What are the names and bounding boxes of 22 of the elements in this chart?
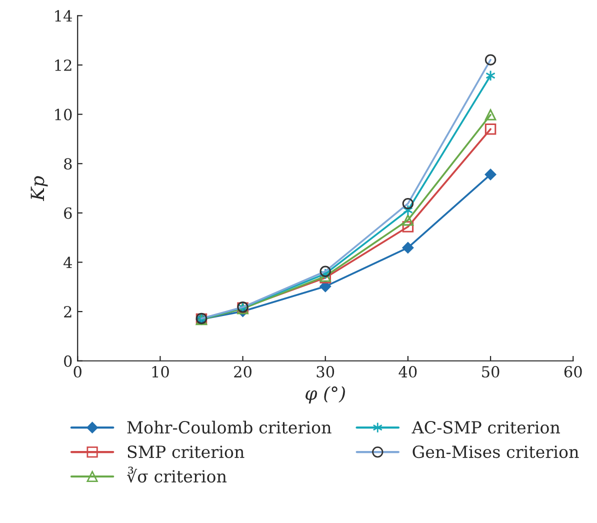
x-tick-label: 10	[152, 366, 169, 378]
x-tick-label: 50	[482, 366, 500, 378]
x-tick-label: 60	[564, 366, 582, 378]
x-tick-label: 20	[234, 366, 252, 378]
legend-label: ∛σ criterion	[126, 466, 227, 483]
y-axis-title: Kp	[30, 176, 48, 202]
legend-label: AC-SMP criterion	[412, 421, 560, 434]
x-axis-title: φ (°)	[306, 386, 345, 404]
y-tick-label: 8	[64, 158, 72, 170]
y-tick-label: 10	[55, 108, 72, 120]
y-tick-label: 6	[64, 207, 72, 219]
x-tick-label: 30	[316, 366, 334, 378]
y-tick-label: 4	[64, 256, 72, 268]
y-tick-label: 0	[64, 355, 72, 367]
legend-label: Gen-Mises criterion	[412, 446, 579, 458]
x-tick-label: 0	[74, 366, 82, 378]
y-tick-label: 12	[55, 59, 72, 71]
y-tick-label: 2	[64, 306, 72, 318]
legend-label: SMP criterion	[128, 446, 244, 458]
x-tick-label: 40	[398, 366, 417, 378]
y-tick-label: 14	[55, 10, 72, 22]
legend-label: Mohr-Coulomb criterion	[127, 420, 332, 434]
